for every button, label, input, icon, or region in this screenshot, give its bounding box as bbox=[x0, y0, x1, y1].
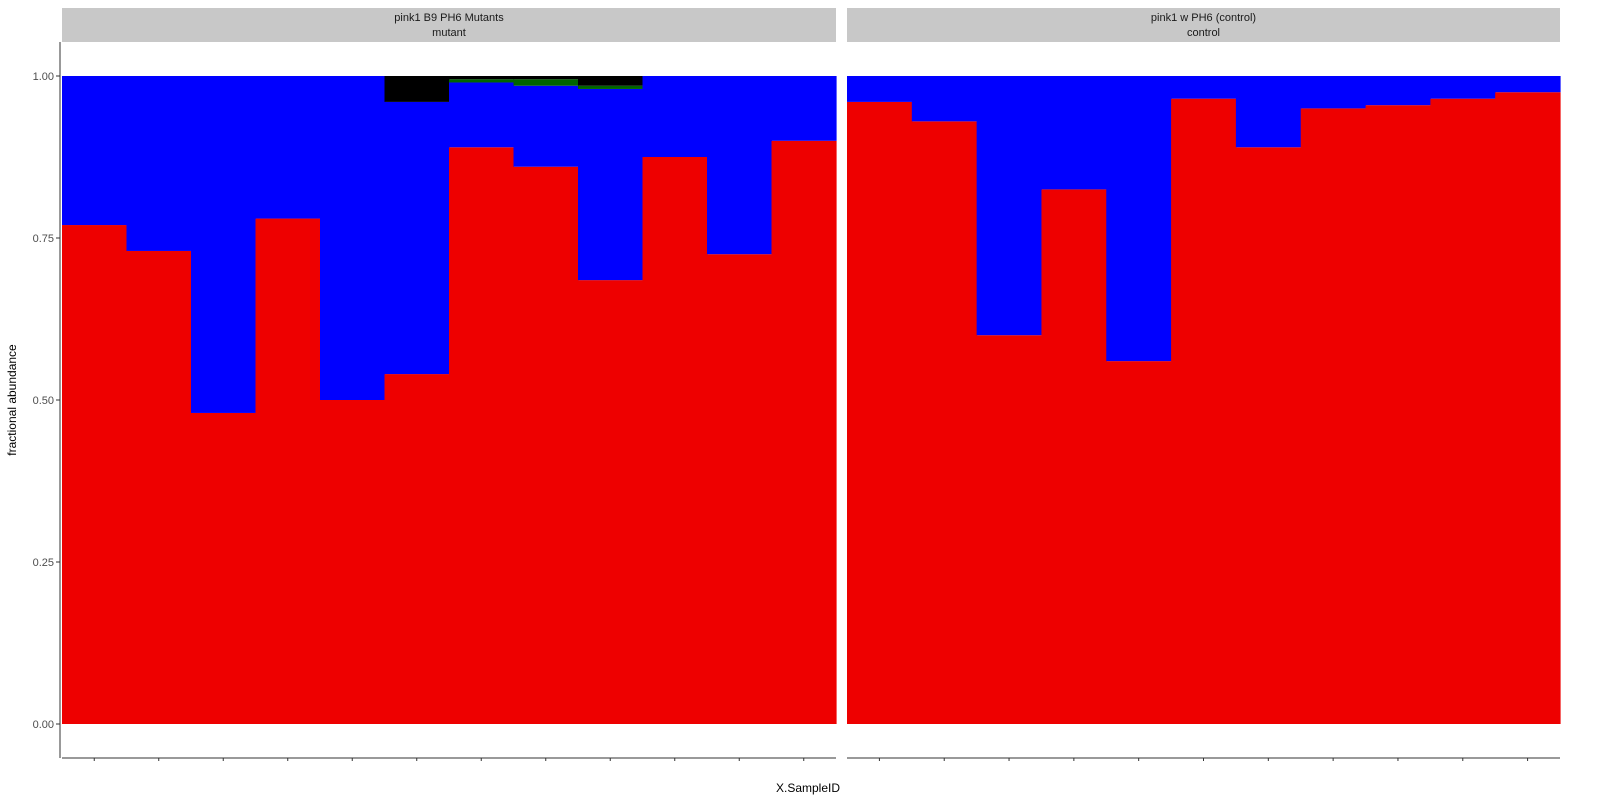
bar-segment bbox=[578, 85, 644, 89]
facet-strip bbox=[847, 8, 1560, 42]
facet-strip bbox=[62, 8, 836, 42]
facet-panels: pink1 B9 PH6 Mutants mutant pink1 w PH6 (c… bbox=[33, 8, 1561, 761]
bar-segment bbox=[384, 374, 450, 724]
bar-segment bbox=[320, 400, 386, 724]
bar-segment bbox=[1235, 147, 1302, 724]
bar-segment bbox=[578, 76, 644, 86]
bar-segment bbox=[707, 76, 773, 255]
bar-segment bbox=[707, 254, 773, 724]
bar-segment bbox=[642, 157, 708, 724]
bar-segment bbox=[320, 76, 386, 400]
bar-segment bbox=[449, 76, 515, 80]
bar-segment bbox=[578, 280, 644, 724]
bar-segment bbox=[1300, 108, 1367, 724]
bar-segment bbox=[384, 101, 450, 375]
bar-segment bbox=[62, 225, 128, 725]
y-tick-label: 0.00 bbox=[33, 719, 54, 731]
bar-segment bbox=[255, 218, 321, 724]
facet-panel-1: pink1 B9 PH6 Mutants mutant bbox=[62, 8, 837, 761]
facet-strip-label: pink1 B9 PH6 Mutants bbox=[394, 12, 504, 24]
bar-segment bbox=[449, 147, 515, 724]
facet-panel-2: pink1 w PH6 (control) control bbox=[847, 8, 1561, 761]
bar-segment bbox=[642, 76, 708, 157]
facet-strip-sublabel: control bbox=[1187, 27, 1220, 39]
bar-segment bbox=[384, 76, 450, 102]
bar-segment bbox=[1430, 76, 1496, 99]
bar-segment bbox=[1365, 76, 1431, 106]
bar-segment bbox=[1495, 92, 1561, 724]
bar-segment bbox=[771, 140, 837, 725]
x-axis-title: X.SampleID bbox=[776, 781, 840, 795]
bar-segment bbox=[1171, 98, 1237, 725]
bar-segment bbox=[578, 88, 644, 281]
bar-segment bbox=[911, 76, 978, 122]
bar-segment bbox=[449, 79, 515, 83]
bar-segment bbox=[62, 76, 128, 226]
bar-segment bbox=[1235, 76, 1302, 148]
bar-segment bbox=[1106, 76, 1172, 362]
y-tick-label: 0.75 bbox=[33, 233, 54, 245]
bar-segment bbox=[513, 166, 579, 725]
bar-segment bbox=[1106, 361, 1172, 724]
bar-segment bbox=[1171, 76, 1237, 99]
y-axis-title: fractional abundance bbox=[5, 344, 19, 456]
bar-segment bbox=[1495, 76, 1561, 93]
y-tick-label: 1.00 bbox=[33, 71, 54, 83]
bar-segment bbox=[847, 76, 913, 102]
bar-segment bbox=[513, 76, 579, 80]
bar-segment bbox=[513, 79, 579, 86]
bar-segment bbox=[191, 76, 257, 413]
bar-segment bbox=[191, 412, 257, 724]
bar-segment bbox=[449, 82, 515, 148]
bar-segment bbox=[1041, 189, 1107, 724]
bar-segment bbox=[126, 250, 192, 724]
bar-segment bbox=[1041, 76, 1107, 190]
bar-segment bbox=[771, 76, 837, 141]
bar-segment bbox=[976, 76, 1043, 336]
bar-segment bbox=[255, 76, 321, 219]
bar-segment bbox=[513, 85, 579, 167]
facet-strip-label: pink1 w PH6 (control) bbox=[1151, 12, 1256, 24]
bar-segment bbox=[911, 121, 978, 725]
bar-segment bbox=[1365, 105, 1431, 724]
bar-segment bbox=[1300, 76, 1367, 109]
y-axis: 0.00 0.25 0.50 0.75 1.00 bbox=[33, 42, 61, 758]
facet-strip-sublabel: mutant bbox=[432, 27, 466, 39]
bar-segment bbox=[847, 101, 913, 725]
bar-segment bbox=[126, 76, 192, 251]
bar-segment bbox=[1430, 98, 1496, 725]
y-tick-label: 0.50 bbox=[33, 395, 54, 407]
bar-segment bbox=[976, 335, 1043, 724]
y-tick-label: 0.25 bbox=[33, 557, 54, 569]
